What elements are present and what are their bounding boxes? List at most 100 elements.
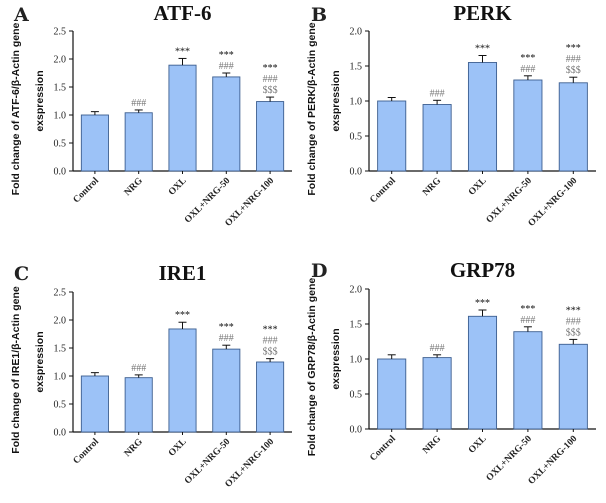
category-label: NRG <box>421 434 443 456</box>
panel-title: IRE1 <box>159 261 207 285</box>
category-label: Control <box>368 176 398 206</box>
y-tick-label: 1.5 <box>54 344 67 355</box>
significance-label: *** <box>475 298 490 309</box>
bar-control <box>377 358 407 430</box>
significance-label: *** <box>475 44 490 55</box>
panel-title: GRP78 <box>450 258 515 282</box>
y-tick-label: 1.0 <box>350 355 363 366</box>
y-axis-label-line2: exspression <box>330 328 342 389</box>
significance-label: *** <box>219 50 234 61</box>
significance-label: *** <box>566 305 581 316</box>
category-label: Control <box>368 434 398 464</box>
significance-label: ### <box>263 336 278 347</box>
significance-label: *** <box>175 46 190 57</box>
panel-title: PERK <box>453 1 512 25</box>
significance-label: ### <box>430 88 445 99</box>
bar-oxl+nrg-100 <box>256 361 285 433</box>
significance-label: $$$ <box>566 65 581 76</box>
y-axis-label: Fold change of IRE1/β-Actin gene <box>10 286 22 454</box>
category-label: OXL+NRG-50 <box>485 434 535 484</box>
y-tick-label: 1.5 <box>54 83 67 94</box>
category-label: OXL <box>167 437 189 459</box>
significance-label: ### <box>430 343 445 354</box>
y-tick-label: 1.5 <box>350 62 363 73</box>
y-axis-label: Fold change of ATF-6/β-Actin gene <box>10 23 22 196</box>
y-axis-label: Fold change of PERK/β-Actin gene <box>306 22 318 195</box>
y-tick-label: 2.0 <box>350 27 363 38</box>
y-tick-label: 1.0 <box>54 111 67 122</box>
category-label: OXL+NRG-50 <box>183 437 233 487</box>
significance-label: ### <box>566 54 581 65</box>
significance-label: ### <box>219 61 234 72</box>
category-label: Control <box>72 437 102 467</box>
y-tick-label: 0.0 <box>350 425 363 436</box>
bar-oxl+nrg-50 <box>513 331 543 430</box>
y-tick-label: 1.5 <box>350 320 363 331</box>
y-axis-label: Fold change of GRP78/β-Actin gene <box>306 278 318 457</box>
y-tick-label: 0.0 <box>54 167 67 178</box>
category-label: Control <box>72 176 102 206</box>
bar-oxl <box>168 64 197 172</box>
category-label: NRG <box>421 176 443 198</box>
category-label: OXL <box>467 434 489 456</box>
panel-b: B PERK Fold change of PERK/β-Actin gene exs… <box>306 1 596 229</box>
y-tick-label: 0.5 <box>350 132 363 143</box>
category-label: NRG <box>123 437 145 459</box>
panel-letter: D <box>311 260 327 282</box>
significance-label: *** <box>175 310 190 321</box>
bar-control <box>80 375 109 433</box>
significance-label: $$$ <box>263 85 278 96</box>
category-label: OXL+NRG-50 <box>485 176 535 226</box>
significance-label: *** <box>263 63 278 74</box>
y-tick-label: 0.5 <box>54 400 67 411</box>
category-label: OXL+NRG-100 <box>527 434 580 487</box>
bar-oxl+nrg-100 <box>558 343 588 430</box>
y-axis-label-line2: exspression <box>34 331 46 392</box>
bar-nrg <box>124 112 153 172</box>
bar-oxl+nrg-50 <box>212 348 241 433</box>
y-tick-label: 2.5 <box>54 288 67 299</box>
y-tick-label: 1.0 <box>350 97 363 108</box>
panel-title: ATF-6 <box>154 1 212 25</box>
significance-label: ### <box>219 333 234 344</box>
y-tick-label: 0.5 <box>54 139 67 150</box>
significance-label: *** <box>520 53 535 64</box>
category-label: OXL+NRG-50 <box>183 176 233 226</box>
y-tick-label: 2.0 <box>54 55 67 66</box>
panel-d: D GRP78 Fold change of GRP78/β-Actin gene e… <box>306 258 596 487</box>
bar-oxl <box>467 315 498 430</box>
significance-label: ### <box>131 363 146 374</box>
panel-letter: B <box>311 4 327 26</box>
significance-label: *** <box>219 322 234 333</box>
y-axis-label-line2: exspression <box>330 70 342 131</box>
y-tick-label: 0.5 <box>350 390 363 401</box>
bar-nrg <box>124 377 153 433</box>
bar-oxl+nrg-50 <box>513 79 543 172</box>
y-tick-label: 0.0 <box>54 428 67 439</box>
y-tick-label: 0.0 <box>350 167 363 178</box>
significance-label: *** <box>520 304 535 315</box>
panel-letter: A <box>13 4 29 26</box>
y-tick-label: 2.0 <box>350 285 363 296</box>
category-label: NRG <box>123 176 145 198</box>
significance-label: $$$ <box>566 327 581 338</box>
bar-oxl <box>168 328 197 433</box>
bar-oxl+nrg-100 <box>558 82 588 172</box>
bar-control <box>377 100 407 172</box>
significance-label: ### <box>263 74 278 85</box>
significance-label: $$$ <box>263 347 278 358</box>
significance-label: *** <box>566 43 581 54</box>
category-label: OXL+NRG-100 <box>527 176 580 229</box>
significance-label: ### <box>131 98 146 109</box>
significance-label: ### <box>520 315 535 326</box>
bar-nrg <box>422 104 452 172</box>
category-label: OXL <box>467 176 489 198</box>
bar-control <box>80 114 109 172</box>
bar-nrg <box>422 357 452 430</box>
category-label: OXL <box>167 176 189 198</box>
bar-oxl+nrg-100 <box>256 101 285 172</box>
y-tick-label: 2.0 <box>54 316 67 327</box>
significance-label: *** <box>263 325 278 336</box>
bar-oxl+nrg-50 <box>212 76 241 172</box>
